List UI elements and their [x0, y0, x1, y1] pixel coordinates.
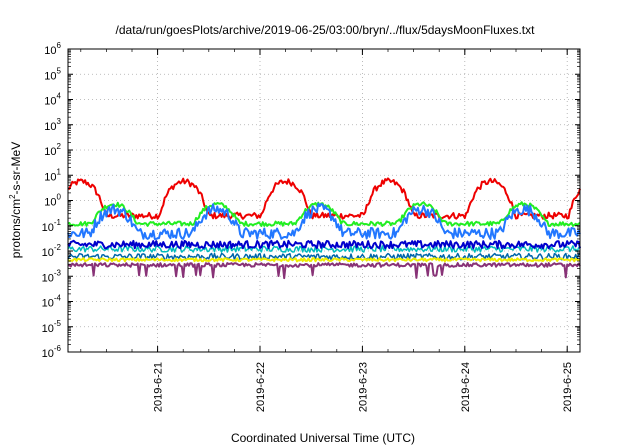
series-line-1: [67, 177, 581, 220]
x-tick-label: 2019-6-23: [357, 362, 369, 412]
y-axis-label: protons/cm2-s-sr-MeV: [8, 142, 23, 258]
y-tick-label: 10-5: [42, 319, 62, 335]
y-tick-label: 103: [44, 117, 61, 133]
series-line-8: [67, 262, 581, 280]
y-tick-label: 106: [44, 41, 61, 57]
y-tick-label: 102: [44, 142, 61, 158]
y-axis: 10-6 10-5 10-4 10-3 10-2 10-1 100 101 102 103 104 1…: [42, 41, 580, 360]
y-tick-label: 101: [44, 167, 61, 183]
y-tick-label: 104: [44, 92, 61, 108]
series-group: [67, 177, 581, 280]
series-line-5: [67, 239, 581, 250]
y-tick-label: 100: [44, 193, 61, 209]
y-tick-label: 10-3: [42, 268, 62, 284]
y-axis-label-exp: 2: [8, 194, 17, 199]
grid-lines: [68, 49, 580, 352]
series-line-3: [67, 202, 581, 240]
x-tick-label: 2019-6-25: [562, 362, 574, 412]
y-axis-label-main: protons/cm: [9, 199, 23, 258]
y-tick-label: 10-4: [42, 294, 62, 310]
y-tick-label: 10-2: [42, 243, 62, 259]
y-tick-label: 105: [44, 66, 61, 82]
y-tick-label: 10-6: [42, 344, 62, 360]
series-line-7: [67, 257, 581, 263]
x-tick-label: 2019-6-24: [460, 362, 472, 412]
x-axis: 2019-6-21 2019-6-22 2019-6-23 2019-6-24 2019…: [80, 49, 574, 412]
x-axis-label: Coordinated Universal Time (UTC): [231, 431, 415, 445]
series-line-6: [67, 252, 581, 261]
x-tick-label: 2019-6-21: [153, 362, 165, 412]
y-axis-label-unit: -s-sr-MeV: [9, 142, 23, 195]
y-tick-label: 10-1: [42, 218, 62, 234]
x-tick-label: 2019-6-22: [255, 362, 267, 412]
chart-title: /data/run/goesPlots/archive/2019-06-25/0…: [116, 23, 536, 37]
